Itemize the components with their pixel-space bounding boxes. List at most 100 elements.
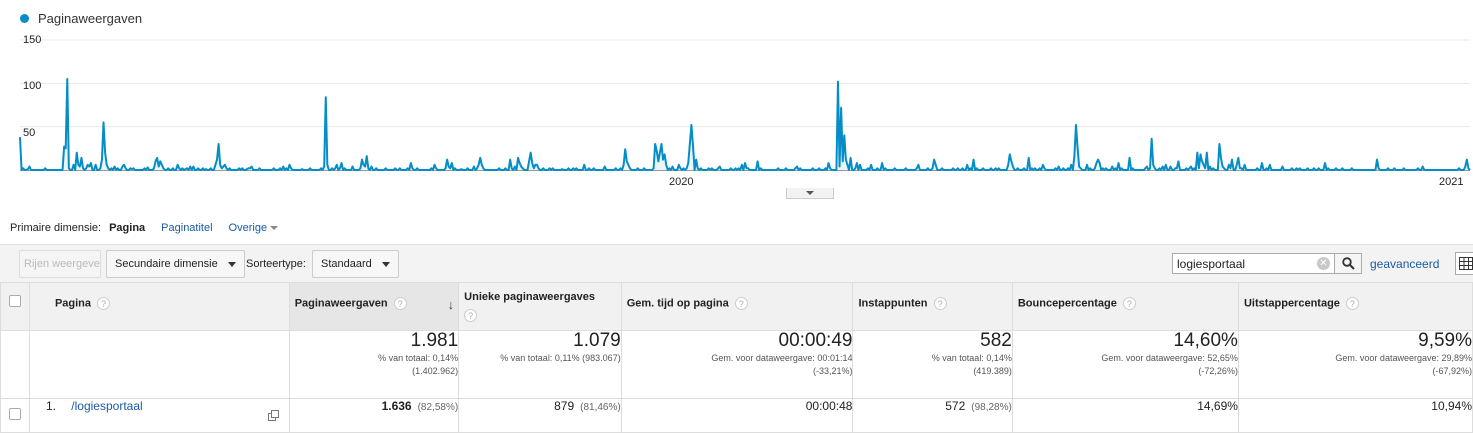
header-bounce-label: Bouncepercentage [1017,297,1117,310]
total-pageviews-base: (1.402.962) [412,366,459,376]
header-pageviews-label: Paginaweergaven [294,297,388,310]
total-bounce-value: 14,60% [1173,330,1238,351]
totals-empty-cell [0,330,30,399]
y-tick-label: 50 [23,127,36,139]
header-unique-pageviews[interactable]: Unieke paginaweergaves? [458,282,622,331]
report-table: Pagina? Paginaweergaven? ↓ Unieke paginaw… [0,282,1473,433]
series-line [19,78,1471,171]
header-select-cell [0,282,30,331]
sort-descending-icon: ↓ [447,297,455,312]
row-entrances-value: 572 [945,399,966,413]
table-search-input[interactable]: logiesportaal ✕ [1172,253,1335,274]
row-unique-value: 879 [554,399,575,413]
total-exit-avg: Gem. voor dataweergave: 29,89% [1335,353,1472,363]
primary-dimension-bar: Primaire dimensie: Pagina Paginatitel Ov… [10,222,294,234]
header-entrances[interactable]: Instappunten? [852,282,1013,331]
total-avg-time-avg: Gem. voor dataweergave: 00:01:14 [711,353,853,363]
row-pageviews: 1.636 (82,58%) [288,398,460,433]
help-icon[interactable]: ? [933,297,947,310]
header-exit-rate[interactable]: Uitstappercentage? [1237,282,1473,331]
search-input-value: logiesportaal [1177,256,1246,271]
header-pageviews[interactable]: Paginaweergaven? ↓ [288,282,460,331]
help-icon[interactable]: ? [464,309,478,322]
row-select-cell [0,398,30,433]
total-entrances: 582 % van totaal: 0,14% (419.389) [852,330,1013,399]
dimension-option-paginatitel[interactable]: Paginatitel [161,222,213,234]
advanced-filter-link[interactable]: geavanceerd [1370,257,1440,271]
show-rows-button[interactable]: Rijen weergeven [19,250,101,278]
total-exit-diff: (-67,92%) [1432,366,1472,376]
help-icon[interactable]: ? [393,297,407,310]
row-entrances: 572 (98,28%) [852,398,1013,433]
help-icon[interactable]: ? [1122,297,1136,310]
row-unique: 879 (81,46%) [458,398,622,433]
total-exit: 9,59% Gem. voor dataweergave: 29,89% (-6… [1237,330,1473,399]
dropdown-arrow-icon [227,261,236,267]
table-grid-icon [1459,257,1473,270]
total-avg-time: 00:00:49 Gem. voor dataweergave: 00:01:1… [620,330,854,399]
header-avg-time[interactable]: Gem. tijd op pagina? [620,282,854,331]
row-pageviews-value: 1.636 [381,399,412,413]
x-tick-label: 2021 [1439,176,1464,188]
totals-empty-cell [28,330,290,399]
table-header-row: Pagina? Paginaweergaven? ↓ Unieke paginaw… [0,282,1473,331]
total-bounce-diff: (-72,26%) [1198,366,1238,376]
open-page-icon[interactable] [267,410,279,421]
chart-legend[interactable]: Paginaweergaven [20,11,142,26]
row-page-link[interactable]: /logiesportaal [71,399,143,413]
header-unique-label: Unieke paginaweergaves [464,291,596,303]
dropdown-arrow-icon [381,261,390,267]
y-tick-label: 150 [23,34,42,46]
row-index: 1. [45,399,56,413]
chart-collapse-handle[interactable] [786,188,834,199]
legend-dot-icon [20,14,29,23]
select-all-checkbox[interactable] [9,295,21,307]
header-bounce-rate[interactable]: Bouncepercentage? [1011,282,1239,331]
total-entrances-base: (419.389) [973,366,1012,376]
help-icon[interactable]: ? [734,297,748,310]
total-unique-pct: % van totaal: 0,11% (983.067) [500,353,621,363]
total-pageviews-pct: % van totaal: 0,14% [378,353,459,363]
help-icon[interactable]: ? [1345,297,1359,310]
sort-type-dropdown[interactable]: Standaard [312,250,399,278]
total-unique: 1.079 % van totaal: 0,11% (983.067) [458,330,622,399]
header-avg-time-label: Gem. tijd op pagina [626,297,729,310]
search-button[interactable] [1334,253,1362,274]
primary-dimension-label: Primaire dimensie: [10,222,102,234]
totals-row: 1.981 % van totaal: 0,14% (1.402.962) 1.… [0,330,1473,399]
header-page-label: Pagina [54,297,92,310]
row-avg-time: 00:00:48 [620,398,854,433]
secondary-dimension-label: Secundaire dimensie [115,258,218,270]
total-avg-time-value: 00:00:49 [778,330,853,351]
total-unique-value: 1.079 [573,330,621,351]
dimension-option-overige[interactable]: Overige [229,222,279,234]
chart-canvas[interactable] [0,0,1473,205]
row-checkbox[interactable] [9,408,21,420]
header-page[interactable]: Pagina? [28,282,290,331]
total-avg-time-diff: (-33,21%) [812,366,853,376]
total-bounce-avg: Gem. voor dataweergave: 52,65% [1101,353,1238,363]
help-icon[interactable]: ? [97,297,111,310]
sort-type-value: Standaard [321,258,372,270]
table-toolbar: Rijen weergeven Secundaire dimensie Sort… [0,244,1473,282]
sort-type-label: Sorteertype: [246,258,306,270]
clear-search-icon[interactable]: ✕ [1317,257,1330,270]
row-page-cell: 1. /logiesportaal [28,398,290,433]
secondary-dimension-dropdown[interactable]: Secundaire dimensie [106,250,245,278]
dimension-option-pagina[interactable]: Pagina [109,222,146,234]
total-pageviews: 1.981 % van totaal: 0,14% (1.402.962) [288,330,460,399]
series-area [20,79,1470,170]
total-entrances-value: 582 [980,330,1012,351]
legend-label: Paginaweergaven [38,11,143,26]
table-row: 1. /logiesportaal 1.636 (82,58%) 879 (81,4… [0,398,1473,433]
row-exit: 10,94% [1237,398,1473,433]
total-bounce: 14,60% Gem. voor dataweergave: 52,65% (-… [1011,330,1239,399]
row-pageviews-pct: (82,58%) [417,402,459,413]
total-entrances-pct: % van totaal: 0,14% [931,353,1012,363]
table-view-button[interactable] [1455,252,1473,275]
header-entrances-label: Instappunten [858,297,928,310]
overige-label: Overige [228,222,268,234]
header-exit-label: Uitstappercentage [1243,297,1340,310]
caret-down-icon [270,226,279,231]
total-exit-value: 9,59% [1418,330,1472,351]
